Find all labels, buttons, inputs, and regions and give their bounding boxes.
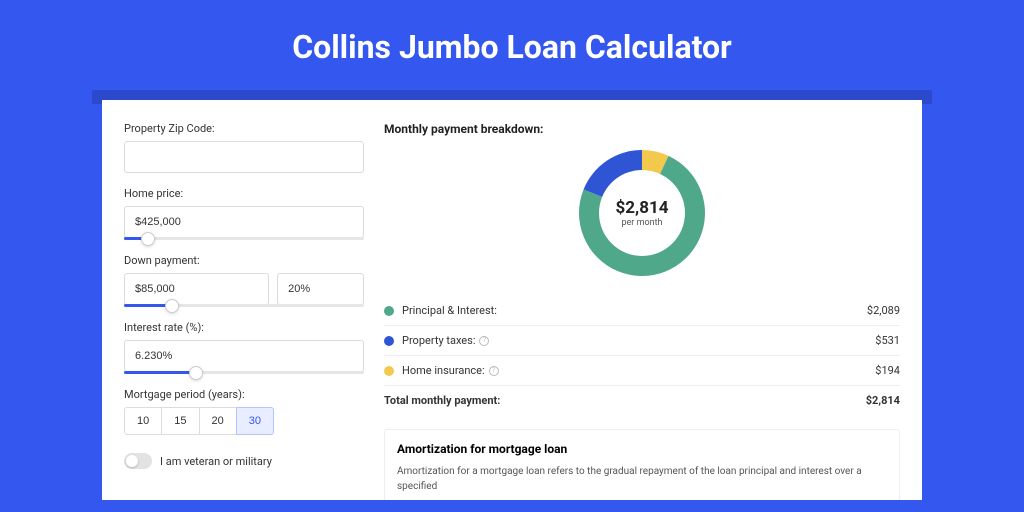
info-icon[interactable]: ? (479, 336, 489, 346)
home-price-slider-thumb[interactable] (141, 232, 155, 246)
period-btn-20[interactable]: 20 (199, 407, 237, 435)
mortgage-period-label: Mortgage period (years): (124, 388, 364, 401)
breakdown-line-item: Property taxes: ?$531 (384, 325, 900, 355)
legend-dot (384, 336, 394, 346)
zip-input[interactable] (124, 141, 364, 173)
home-price-slider[interactable] (124, 237, 364, 240)
down-payment-slider-thumb[interactable] (165, 299, 179, 313)
breakdown-line-item: Principal & Interest:$2,089 (384, 296, 900, 325)
interest-rate-slider[interactable] (124, 371, 364, 374)
interest-rate-slider-fill (124, 371, 196, 374)
info-icon[interactable]: ? (489, 366, 499, 376)
donut-sub: per month (621, 218, 662, 228)
period-btn-15[interactable]: 15 (161, 407, 199, 435)
home-price-input[interactable] (124, 206, 364, 238)
period-btn-30[interactable]: 30 (236, 407, 274, 435)
interest-rate-slider-thumb[interactable] (189, 366, 203, 380)
veteran-label: I am veteran or military (160, 455, 272, 468)
down-payment-field: Down payment: (124, 254, 364, 307)
amortization-title: Amortization for mortgage loan (397, 442, 887, 456)
home-price-field: Home price: (124, 187, 364, 240)
down-payment-percent-input[interactable] (277, 273, 364, 305)
mortgage-period-buttons: 10 15 20 30 (124, 407, 364, 435)
total-label: Total monthly payment: (384, 394, 866, 407)
payment-donut-chart: $2,814 per month (577, 148, 707, 278)
line-item-value: $531 (875, 334, 900, 347)
mortgage-period-field: Mortgage period (years): 10 15 20 30 (124, 388, 364, 435)
amortization-box: Amortization for mortgage loan Amortizat… (384, 429, 900, 500)
breakdown-line-items: Principal & Interest:$2,089Property taxe… (384, 296, 900, 385)
total-row: Total monthly payment: $2,814 (384, 385, 900, 415)
calculator-card: Property Zip Code: Home price: Down paym… (102, 100, 922, 500)
interest-rate-label: Interest rate (%): (124, 321, 364, 334)
zip-label: Property Zip Code: (124, 122, 364, 135)
amortization-text: Amortization for a mortgage loan refers … (397, 464, 887, 494)
total-value: $2,814 (866, 394, 900, 407)
veteran-row: I am veteran or military (124, 453, 364, 469)
line-item-label: Property taxes: ? (402, 334, 875, 347)
form-column: Property Zip Code: Home price: Down paym… (124, 122, 364, 500)
line-item-label: Principal & Interest: (402, 304, 867, 317)
breakdown-column: Monthly payment breakdown: $2,814 per mo… (384, 122, 900, 500)
page-title: Collins Jumbo Loan Calculator (0, 0, 1024, 90)
legend-dot (384, 366, 394, 376)
line-item-value: $2,089 (867, 304, 900, 317)
zip-field: Property Zip Code: (124, 122, 364, 173)
interest-rate-field: Interest rate (%): (124, 321, 364, 374)
breakdown-line-item: Home insurance: ?$194 (384, 355, 900, 385)
donut-center: $2,814 per month (577, 148, 707, 278)
home-price-label: Home price: (124, 187, 364, 200)
line-item-value: $194 (875, 364, 900, 377)
donut-amount: $2,814 (616, 198, 669, 218)
legend-dot (384, 306, 394, 316)
down-payment-slider[interactable] (124, 304, 364, 307)
down-payment-label: Down payment: (124, 254, 364, 267)
interest-rate-input[interactable] (124, 340, 364, 372)
donut-wrap: $2,814 per month (384, 148, 900, 278)
down-payment-amount-input[interactable] (124, 273, 269, 305)
veteran-toggle[interactable] (124, 453, 152, 469)
line-item-label: Home insurance: ? (402, 364, 875, 377)
period-btn-10[interactable]: 10 (124, 407, 162, 435)
breakdown-title: Monthly payment breakdown: (384, 122, 900, 136)
